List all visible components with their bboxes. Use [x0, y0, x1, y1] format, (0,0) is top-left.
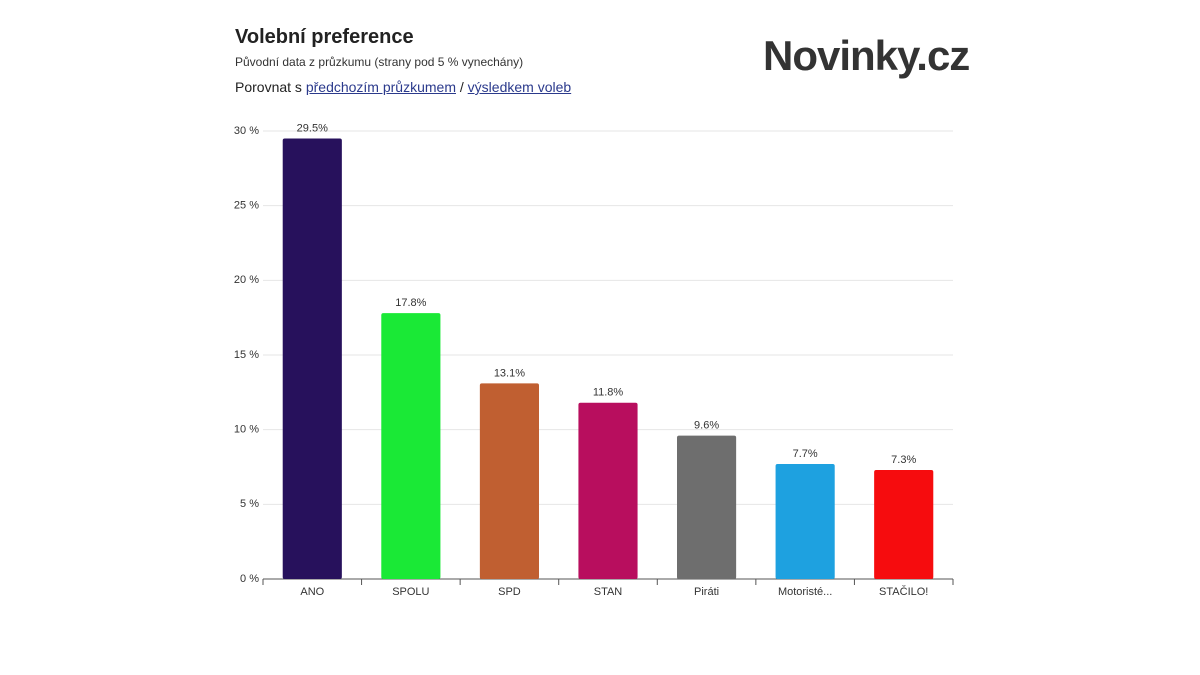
bar — [282, 138, 342, 579]
x-tick-label: ANO — [300, 586, 324, 598]
value-label: 17.8% — [395, 297, 426, 309]
y-tick-label: 30 % — [234, 125, 259, 137]
y-tick-label: 0 % — [240, 573, 259, 585]
value-label: 7.7% — [793, 448, 818, 460]
header: Volební preference Původní data z průzku… — [235, 26, 571, 95]
subtitle: Původní data z průzkumu (strany pod 5 % … — [235, 55, 524, 69]
x-tick-label: SPD — [498, 586, 521, 598]
y-tick-label: 15 % — [234, 349, 259, 361]
y-tick-label: 5 % — [240, 498, 259, 510]
x-tick-label: STAČILO! — [879, 585, 928, 598]
bar — [677, 435, 737, 579]
value-label: 29.5% — [297, 122, 328, 134]
bar — [775, 464, 835, 579]
title: Volební preference — [235, 26, 414, 48]
logo: Novinky.cz — [763, 32, 970, 79]
y-tick-label: 10 % — [234, 424, 259, 436]
link[interactable]: předchozím průzkumem — [305, 79, 456, 95]
value-label: 13.1% — [494, 367, 525, 379]
x-tick-label: STAN — [594, 586, 623, 598]
bar — [874, 469, 934, 579]
value-label: 11.8% — [593, 387, 624, 399]
y-tick-label: 20 % — [234, 274, 259, 286]
separator: / — [459, 79, 464, 95]
compare-prefix: Porovnat s — [235, 79, 302, 95]
y-tick-label: 25 % — [234, 200, 259, 212]
bar — [578, 402, 638, 579]
x-tick-label: Motoristé... — [778, 586, 832, 598]
compare-line: Porovnat s předchozím průzkumem / výsled… — [235, 79, 571, 95]
link[interactable]: výsledkem voleb — [467, 79, 572, 95]
x-tick-label: SPOLU — [392, 586, 429, 598]
x-tick-label: Piráti — [694, 586, 719, 598]
value-label: 9.6% — [694, 420, 719, 432]
value-label: 7.3% — [891, 454, 916, 466]
bar — [381, 313, 441, 579]
bar — [479, 383, 539, 579]
